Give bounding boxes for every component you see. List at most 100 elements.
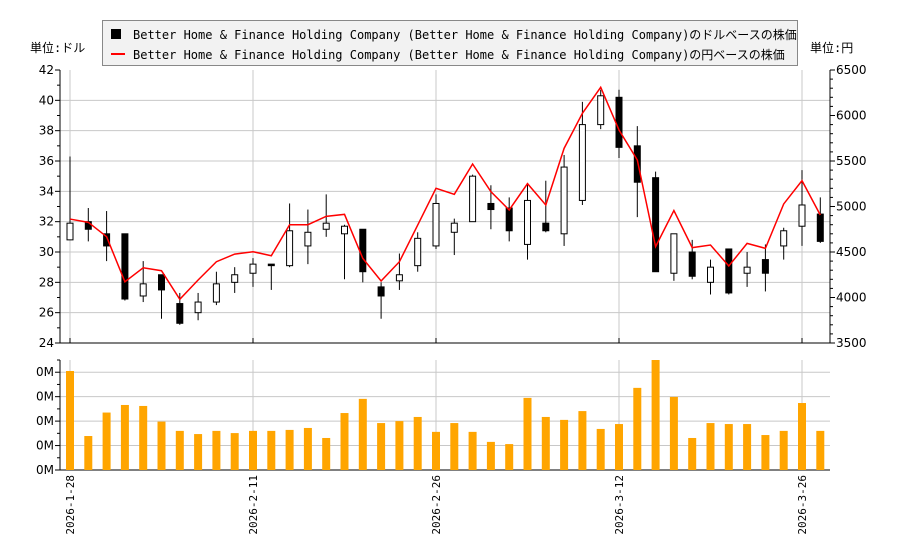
candle-body [286, 230, 294, 267]
volume-bar [468, 431, 477, 470]
volume-bar [84, 436, 93, 470]
volume-bar [615, 424, 623, 470]
volume-bar [523, 397, 532, 470]
left-tick-label: 26 [39, 306, 54, 320]
volume-tick-label: 0M [36, 365, 54, 379]
candle-body [414, 237, 422, 267]
candle-body [487, 202, 495, 211]
volume-tick-label: 0M [36, 414, 54, 428]
legend-swatch-line [111, 53, 125, 55]
candle-body [249, 263, 257, 274]
volume-bar [413, 416, 422, 470]
candle-body [267, 263, 275, 267]
volume-tick-label: 0M [36, 439, 54, 453]
x-tick-label: 2026-1-28 [64, 475, 77, 535]
volume-bar [340, 413, 349, 470]
candle-body [158, 274, 165, 291]
volume-bar [267, 430, 276, 470]
candle-body [212, 283, 220, 303]
x-tick-label: 2026-2-11 [247, 475, 260, 535]
candle-body [103, 233, 111, 247]
candle-body [670, 233, 678, 274]
volume-bar [395, 421, 404, 470]
candle-body [578, 124, 586, 201]
left-unit-label: 単位:ドル [30, 41, 86, 55]
volume-bar [560, 419, 569, 470]
candle-body [194, 301, 202, 314]
volume-bar [358, 398, 367, 470]
candle-body [450, 222, 458, 233]
volume-bar [633, 387, 642, 470]
candle-body [633, 145, 641, 183]
volume-bar [761, 435, 770, 470]
right-tick-label: 6000 [836, 109, 867, 123]
candle-body [231, 274, 239, 283]
volume-tick-label: 0M [36, 463, 54, 477]
left-tick-label: 42 [39, 63, 54, 77]
volume-bar [139, 405, 148, 470]
volume-bar [175, 430, 184, 470]
left-tick-label: 28 [39, 275, 54, 289]
candle-body [560, 166, 568, 235]
volume-bar [724, 424, 733, 470]
legend-label-jpy: Better Home & Finance Holding Company (B… [133, 47, 785, 62]
candle-body [707, 266, 714, 283]
legend-item-usd: Better Home & Finance Holding Company (B… [111, 25, 797, 43]
candle-body [359, 228, 367, 273]
volume-bar [578, 411, 587, 470]
legend-label-usd: Better Home & Finance Holding Company (B… [133, 27, 797, 42]
candle-body [395, 274, 403, 282]
right-tick-label: 5500 [836, 154, 867, 168]
candle-body [176, 303, 184, 324]
candle-body [688, 251, 696, 277]
volume-bar [669, 396, 678, 470]
right-unit-label: 単位:円 [810, 41, 854, 55]
right-tick-label: 6500 [836, 63, 867, 77]
volume-bar [651, 360, 660, 470]
volume-bar [66, 371, 74, 470]
volume-bar [432, 431, 440, 470]
volume-bar [303, 427, 312, 470]
candle-body [780, 230, 788, 247]
candle-body [743, 266, 751, 274]
volume-bar [377, 423, 386, 470]
jpy-price-line [69, 85, 821, 301]
left-tick-label: 30 [39, 245, 54, 259]
candle-body [798, 204, 806, 227]
legend-item-jpy: Better Home & Finance Holding Company (B… [111, 45, 785, 63]
candle-body [432, 202, 440, 247]
candle-body [615, 96, 623, 148]
candle-body [469, 175, 477, 223]
candle-body [725, 248, 733, 294]
candle-body [597, 95, 605, 126]
x-tick-label: 2026-3-26 [796, 475, 809, 535]
volume-bar [505, 444, 514, 470]
candle-body [542, 222, 550, 232]
volume-bar [743, 424, 752, 470]
candle-body [139, 283, 147, 297]
left-tick-label: 40 [39, 93, 54, 107]
legend-swatch-candle [111, 29, 121, 39]
candle-body [322, 222, 330, 230]
legend: Better Home & Finance Holding Company (B… [102, 20, 798, 66]
left-tick-label: 38 [39, 124, 54, 138]
left-tick-label: 32 [39, 215, 54, 229]
right-tick-label: 4500 [836, 245, 867, 259]
volume-bar [230, 433, 239, 470]
left-tick-label: 34 [39, 184, 54, 198]
candle-body [816, 213, 824, 242]
x-tick-label: 2026-3-12 [613, 475, 626, 535]
volume-bar [322, 437, 331, 470]
volume-bar [157, 421, 166, 470]
candle-body [377, 286, 385, 297]
volume-bar [486, 441, 495, 470]
candle-body [505, 207, 513, 232]
left-tick-label: 24 [39, 336, 54, 350]
candle-body [761, 259, 769, 274]
volume-bar [450, 423, 459, 470]
volume-bar [120, 404, 129, 470]
candle-body [304, 231, 312, 247]
volume-bar [541, 416, 550, 470]
